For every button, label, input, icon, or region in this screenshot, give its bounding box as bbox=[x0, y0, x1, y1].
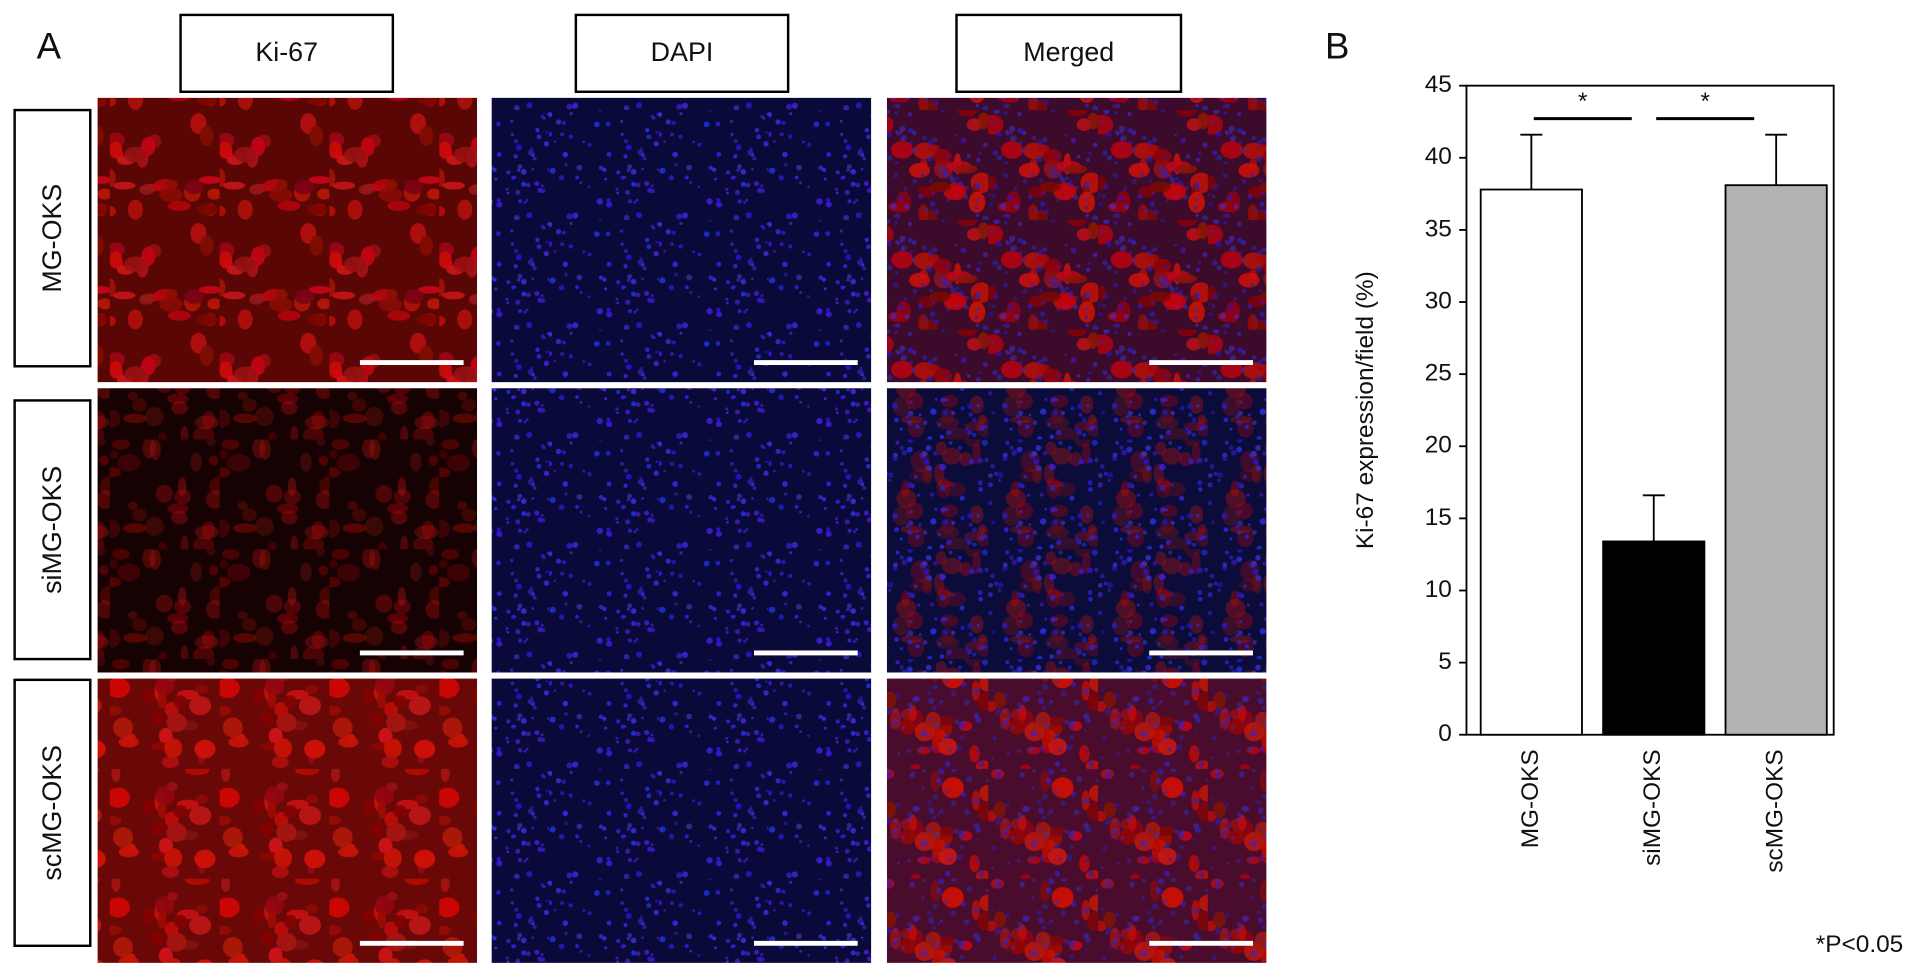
header-box bbox=[574, 13, 790, 93]
micrograph bbox=[97, 97, 478, 383]
micrograph bbox=[97, 388, 478, 673]
x-tick-label: scMG-OKS bbox=[1762, 749, 1789, 872]
bar bbox=[1602, 540, 1706, 736]
y-tick-label: 20 bbox=[1425, 432, 1452, 459]
micrograph bbox=[886, 97, 1267, 383]
header-box bbox=[179, 13, 395, 93]
y-tick-label: 5 bbox=[1438, 648, 1452, 675]
bar bbox=[1479, 188, 1583, 736]
row-label: siMG-OKS bbox=[37, 466, 67, 594]
y-tick-label: 0 bbox=[1438, 720, 1452, 747]
header-box bbox=[955, 13, 1183, 93]
x-tick-label: MG-OKS bbox=[1517, 749, 1544, 848]
y-tick-label: 25 bbox=[1425, 360, 1452, 387]
micrograph bbox=[97, 678, 478, 963]
y-tick-label: 30 bbox=[1425, 287, 1452, 314]
x-tick-label: siMG-OKS bbox=[1639, 749, 1666, 866]
bar bbox=[1724, 184, 1828, 736]
significance-label: * bbox=[1700, 88, 1710, 115]
panel-label: B bbox=[1325, 26, 1349, 67]
significance-label: * bbox=[1578, 88, 1588, 115]
column-header: Merged bbox=[1023, 37, 1114, 67]
row-label-box bbox=[13, 678, 92, 948]
micrograph-grid: Ki-67 DAPI Merged MG-OKS siMG-OKS scMG-OKS bbox=[13, 13, 1267, 963]
y-axis-label: Ki-67 expression/field (%) bbox=[1352, 271, 1379, 549]
row-label-box bbox=[13, 108, 92, 368]
micrograph bbox=[491, 388, 872, 673]
y-tick-label: 35 bbox=[1425, 215, 1452, 242]
row-label-box bbox=[13, 399, 92, 661]
micrograph bbox=[886, 388, 1267, 673]
y-tick-label: 10 bbox=[1425, 576, 1452, 603]
footnote: *P<0.05 bbox=[1816, 931, 1903, 958]
y-tick-label: 40 bbox=[1425, 143, 1452, 170]
y-tick-label: 15 bbox=[1425, 504, 1452, 531]
panel-label: A bbox=[37, 26, 62, 67]
column-header: DAPI bbox=[651, 37, 714, 67]
micrograph bbox=[491, 678, 872, 963]
micrograph bbox=[886, 678, 1267, 963]
row-label: scMG-OKS bbox=[37, 745, 67, 881]
micrograph bbox=[491, 97, 872, 383]
column-header: Ki-67 bbox=[255, 37, 318, 67]
bar-chart: 0 5 10 15 20 25 30 35 40 45 Ki-67 expression/field… bbox=[1352, 71, 1903, 958]
y-tick-label: 45 bbox=[1425, 71, 1452, 98]
row-label: MG-OKS bbox=[37, 184, 67, 293]
